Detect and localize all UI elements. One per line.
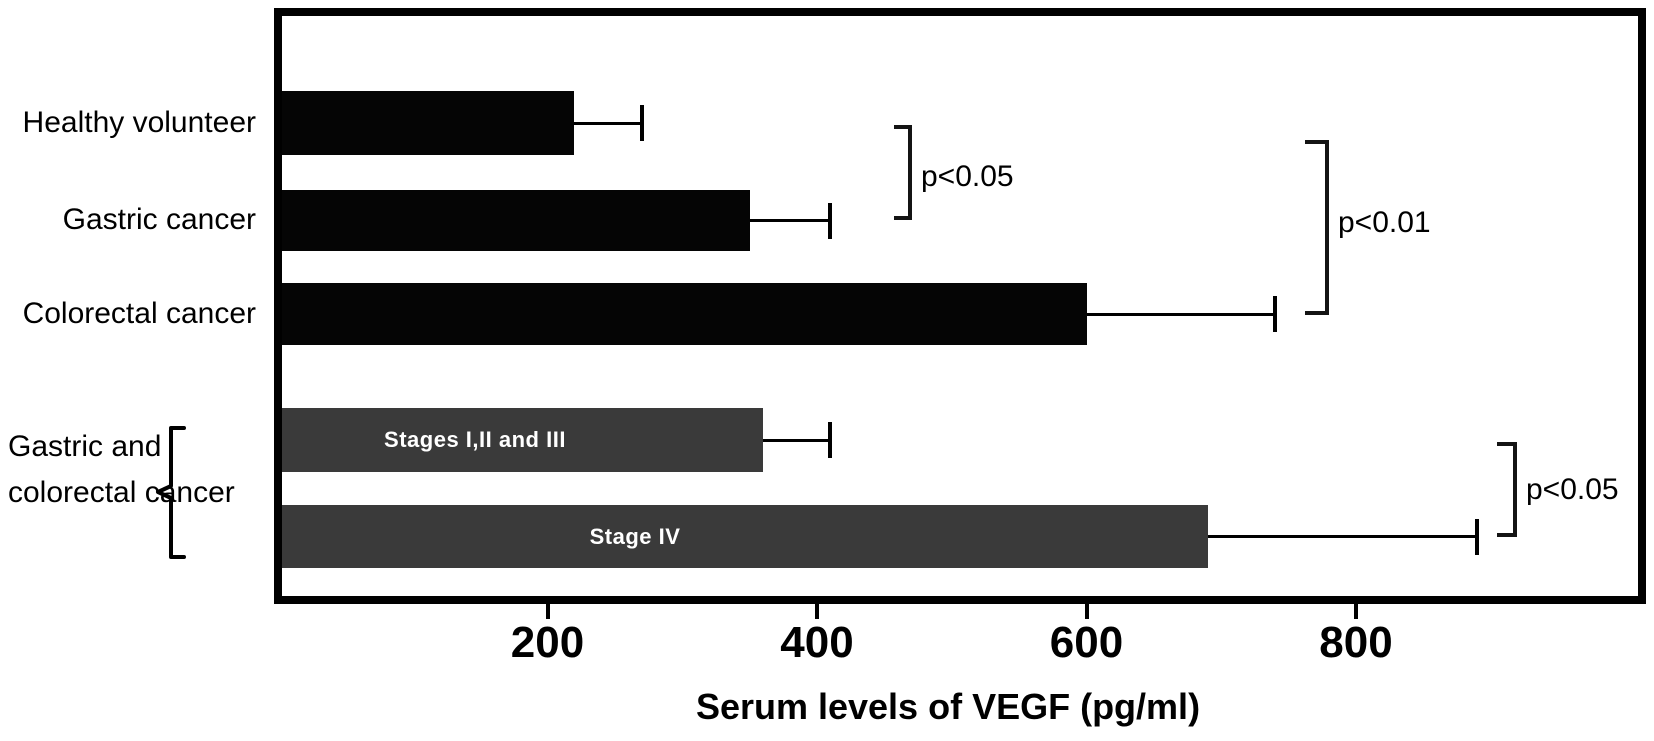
category-label-gastric-cancer: Gastric cancer xyxy=(62,203,256,236)
error-cap-gastric-cancer xyxy=(828,202,833,239)
bar-stage-iv xyxy=(282,505,1208,568)
group-label-line2: colorectal cancer xyxy=(8,476,235,509)
error-cap-stages-i-ii-and-iii xyxy=(828,422,833,458)
error-bar-stages-i-ii-and-iii xyxy=(763,438,831,442)
x-tick-600 xyxy=(1084,602,1089,619)
category-label-healthy-volunteer: Healthy volunteer xyxy=(22,106,256,139)
x-tick-200 xyxy=(545,602,550,619)
sig-bracket-2-line xyxy=(1325,140,1329,315)
bar-stages-i-ii-and-iii xyxy=(282,408,764,472)
error-bar-stage-iv xyxy=(1207,535,1478,538)
x-axis-label: Serum levels of VEGF (pg/ml) xyxy=(695,686,1201,727)
bar-inner-label-stages-i-ii-and-iii: Stages I,II and III xyxy=(384,427,566,452)
sig-bracket-1-line xyxy=(908,125,912,220)
x-tick-400 xyxy=(815,602,819,619)
sig-label-1: p<0.05 xyxy=(921,160,1014,193)
group-label-line1: Gastric and xyxy=(8,430,162,463)
x-tick-label-600: 600 xyxy=(1049,618,1124,667)
x-tick-label-800: 800 xyxy=(1319,618,1393,667)
x-tick-800 xyxy=(1354,602,1358,619)
sig-bracket-3-line xyxy=(1513,442,1517,537)
sig-label-3: p<0.05 xyxy=(1526,473,1619,506)
bar-colorectal-cancer xyxy=(282,283,1087,345)
sig-bracket-3-top-tick xyxy=(1497,442,1513,446)
error-bar-gastric-cancer xyxy=(749,219,831,222)
bar-gastric-cancer xyxy=(282,190,750,251)
error-bar-healthy-volunteer xyxy=(574,121,642,125)
sig-bracket-2-top-tick xyxy=(1305,140,1325,144)
sig-bracket-1-bottom-tick xyxy=(894,216,908,220)
group-brace xyxy=(156,426,186,559)
x-tick-label-400: 400 xyxy=(780,618,854,667)
sig-label-2: p<0.01 xyxy=(1338,206,1431,239)
category-label-colorectal-cancer: Colorectal cancer xyxy=(22,297,256,330)
sig-bracket-2-bottom-tick xyxy=(1305,311,1325,315)
error-bar-colorectal-cancer xyxy=(1086,312,1276,316)
bar-inner-label-stage-iv: Stage IV xyxy=(589,523,681,549)
bar-healthy-volunteer xyxy=(282,91,575,155)
sig-bracket-3-bottom-tick xyxy=(1497,533,1513,537)
category-label-gastric-and-colorectal-cancer: Gastric and colorectal cancer xyxy=(8,424,235,516)
error-cap-stage-iv xyxy=(1475,518,1480,555)
error-cap-healthy-volunteer xyxy=(639,105,644,141)
error-cap-colorectal-cancer xyxy=(1273,296,1278,332)
x-tick-label-200: 200 xyxy=(510,618,585,667)
sig-bracket-1-top-tick xyxy=(894,125,908,129)
